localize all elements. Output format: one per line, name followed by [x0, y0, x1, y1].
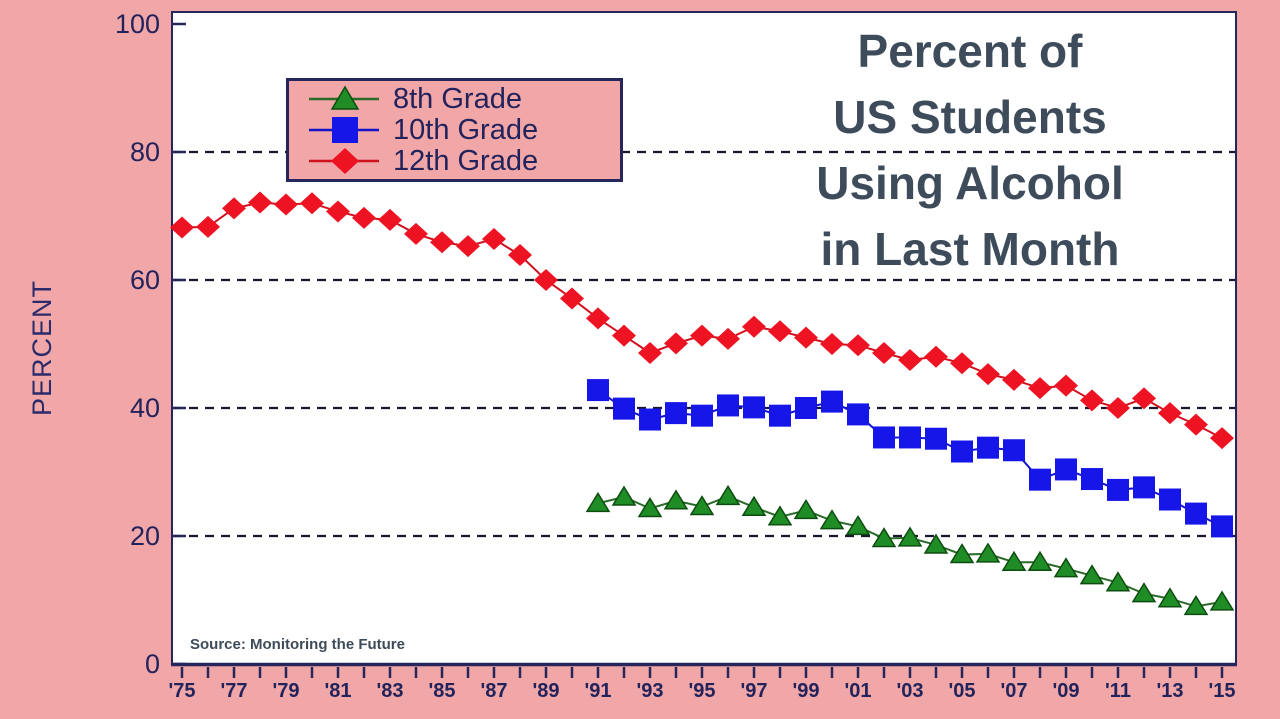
- y-tick-label-40: 40: [129, 393, 160, 423]
- y-tick-label-20: 20: [129, 521, 160, 551]
- green-triangle-icon: [309, 85, 379, 110]
- legend-label: 10th Grade: [393, 113, 539, 146]
- x-tick-label-1989: '89: [532, 680, 560, 702]
- x-tick-label-1991: '91: [584, 680, 612, 702]
- chart-title: Percent of US Students Using Alcohol in …: [752, 18, 1188, 282]
- x-tick-label-1983: '83: [376, 680, 404, 702]
- x-tick-label-1979: '79: [272, 680, 300, 702]
- y-tick-label-60: 60: [129, 265, 160, 295]
- source-note: Source: Monitoring the Future: [190, 636, 405, 653]
- legend: 8th Grade 10th Grade 12th Grade: [286, 78, 623, 182]
- y-axis-title: PERCENT: [27, 279, 57, 416]
- x-tick-label-2003: '03: [896, 680, 924, 702]
- x-tick-label-1995: '95: [688, 680, 716, 702]
- x-tick-label-2009: '09: [1052, 680, 1080, 702]
- x-tick-label-1997: '97: [740, 680, 768, 702]
- x-tick-label-1999: '99: [792, 680, 820, 702]
- chart-title-line-2: US Students: [833, 91, 1107, 143]
- y-tick-label-100: 100: [114, 9, 160, 39]
- y-tick-label-0: 0: [144, 649, 160, 679]
- legend-label: 12th Grade: [393, 144, 539, 177]
- x-tick-label-1981: '81: [324, 680, 352, 702]
- x-tick-label-2011: '11: [1105, 680, 1131, 702]
- legend-label: 8th Grade: [393, 82, 522, 115]
- x-tick-label-2001: '01: [844, 680, 872, 702]
- x-tick-label-1987: '87: [480, 680, 508, 702]
- x-tick-label-1985: '85: [428, 680, 456, 702]
- chart-title-line-1: Percent of: [857, 25, 1083, 77]
- x-tick-label-2007: '07: [1000, 680, 1028, 702]
- chart-title-line-4: in Last Month: [820, 223, 1120, 275]
- x-tick-label-2005: '05: [948, 680, 976, 702]
- red-diamond-icon: [309, 148, 379, 174]
- legend-item-12th-grade: 12th Grade: [301, 144, 620, 177]
- x-tick-label-1975: '75: [168, 680, 196, 702]
- chart-title-line-3: Using Alcohol: [816, 157, 1124, 209]
- x-tick-label-2013: '13: [1156, 680, 1184, 702]
- blue-square-icon: [309, 117, 379, 143]
- x-tick-label-1993: '93: [636, 680, 664, 702]
- x-tick-label-2015: '15: [1208, 680, 1236, 702]
- x-tick-label-1977: '77: [220, 680, 248, 702]
- y-tick-label-80: 80: [129, 137, 160, 167]
- legend-item-10th-grade: 10th Grade: [301, 113, 620, 146]
- legend-item-8th-grade: 8th Grade: [301, 82, 620, 115]
